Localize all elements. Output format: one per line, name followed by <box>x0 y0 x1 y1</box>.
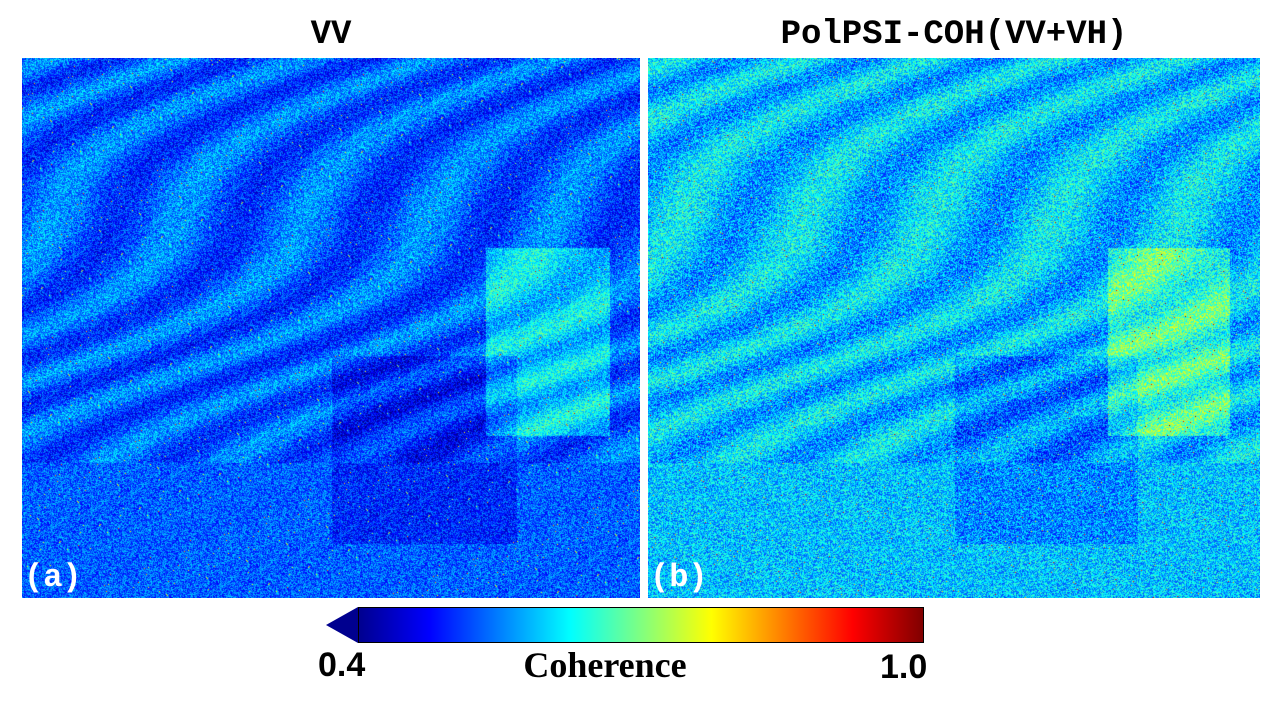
colorbar-max-label: 1.0 <box>880 648 928 686</box>
panel-b-title: PolPSI-COH(VV+VH) <box>780 16 1128 54</box>
colorbar-gradient <box>358 607 924 643</box>
colorbar-extend-arrow <box>326 607 358 643</box>
panel-a-title: VV <box>310 16 352 54</box>
colorbar-title: Coherence <box>523 645 687 685</box>
colorbar <box>326 607 924 643</box>
colorbar-min-label: 0.4 <box>318 646 366 684</box>
panel-b-image: (b) <box>648 58 1260 598</box>
panel-b-label: (b) <box>650 559 708 596</box>
panel-a-label: (a) <box>24 559 82 596</box>
panel-a-image: (a) <box>22 58 640 598</box>
